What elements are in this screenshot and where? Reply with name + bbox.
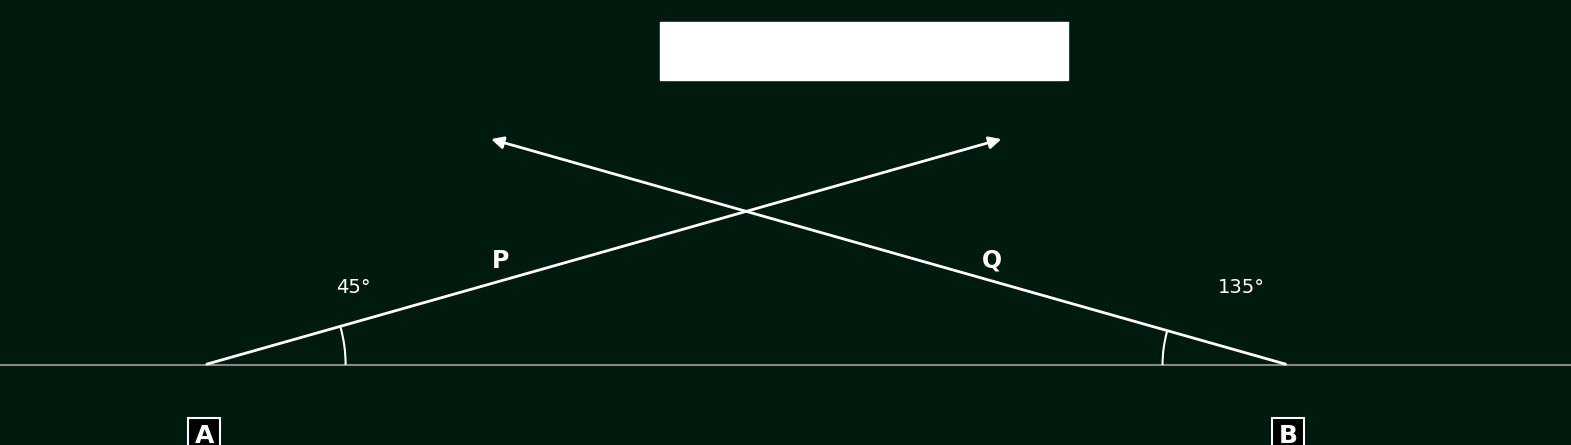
Text: 135°: 135° [1218, 278, 1265, 296]
FancyBboxPatch shape [660, 22, 1068, 80]
Text: A: A [195, 424, 214, 445]
Text: P: P [492, 249, 509, 273]
Text: B: B [1279, 424, 1298, 445]
Text: 45°: 45° [336, 278, 371, 296]
Text: Q: Q [982, 249, 1002, 273]
